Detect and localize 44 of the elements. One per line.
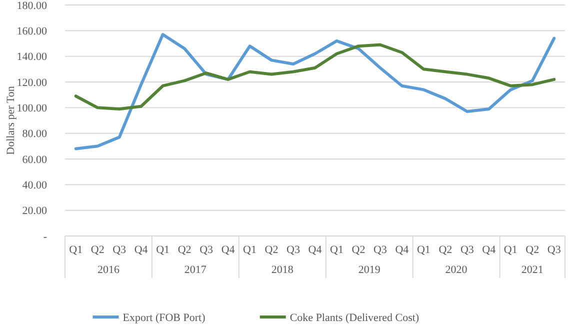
y-tick-label: 120.00 (16, 76, 48, 89)
x-tick-label: Q4 (221, 244, 236, 256)
x-tick-label: Q1 (504, 244, 518, 256)
x-tick-label: Q2 (264, 244, 278, 256)
y-tick-label: 140.00 (16, 51, 48, 64)
x-tick-label: Q3 (547, 244, 562, 256)
x-tick-label: Q4 (482, 244, 496, 256)
x-tick-label: Q2 (90, 244, 104, 256)
y-tick-label: 80.00 (22, 128, 48, 140)
y-tick-label: 180.00 (16, 0, 48, 12)
y-tick-label: - (43, 230, 48, 243)
x-tick-label: Q2 (526, 244, 540, 256)
x-tick-label: Q3 (112, 244, 127, 256)
y-tick-label: 60.00 (22, 154, 48, 166)
x-tick-label: Q2 (438, 244, 452, 256)
x-tick-label: Q2 (352, 244, 366, 256)
text: 2016 (97, 264, 120, 276)
x-tick-label: Q1 (69, 244, 83, 256)
x-tick-label: Q3 (286, 244, 300, 256)
x-tick-label: Q3 (373, 244, 388, 256)
text: 2021 (521, 264, 544, 276)
x-tick-label: Q1 (243, 244, 257, 256)
x-tick-label: Q4 (308, 244, 322, 256)
x-tick-label: Q4 (395, 244, 410, 256)
x-tick-label: Q1 (416, 244, 430, 256)
text: 2019 (358, 264, 381, 276)
x-tick-label: Q1 (330, 244, 344, 256)
line-series (74, 33, 556, 150)
text: 2017 (184, 264, 207, 276)
x-tick-label: Q2 (178, 244, 192, 256)
y-tick-label: 160.00 (16, 26, 48, 38)
legend-label: Coke Plants (Delivered Cost) (290, 312, 420, 324)
x-tick-label: Q3 (460, 244, 474, 256)
text: 2018 (271, 264, 294, 276)
y-tick-label: 40.00 (22, 180, 48, 192)
line-series (74, 43, 556, 110)
y-axis-title: Dollars per Ton (5, 86, 17, 155)
x-tick-label: Q1 (156, 244, 170, 256)
x-tick-label: Q3 (200, 244, 214, 256)
legend-label: Export (FOB Port) (122, 312, 206, 324)
y-tick-label: 20.00 (22, 205, 48, 218)
x-tick-label: Q4 (134, 244, 148, 256)
text: 2020 (445, 264, 468, 276)
y-tick-label: 100.00 (16, 102, 48, 115)
